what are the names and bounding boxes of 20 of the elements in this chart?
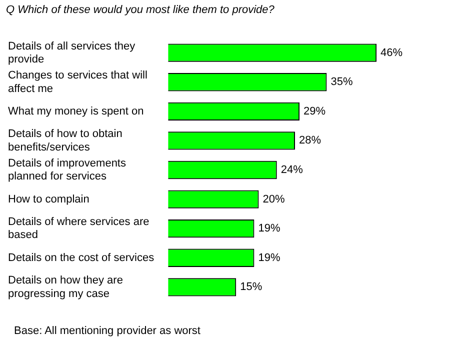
y-tick-label: Changes to services that will affect me xyxy=(8,70,148,95)
data-label: 35% xyxy=(330,76,353,88)
data-label: 19% xyxy=(258,252,280,264)
data-label: 20% xyxy=(262,193,285,206)
y-tick-label: Details of improvements planned for services xyxy=(8,157,126,183)
y-tick-label: Details on the cost of services xyxy=(8,252,155,264)
text: Base: All mentioning provider as worst xyxy=(14,325,200,337)
data-label: 46% xyxy=(380,46,403,59)
chart-title: Q Which of these would you most like them to provide? xyxy=(6,4,274,16)
y-tick-label: Details of all services they provide xyxy=(8,40,136,66)
data-label: 29% xyxy=(304,105,326,118)
data-label: 24% xyxy=(280,164,304,176)
data-label: 19% xyxy=(258,222,280,235)
data-label: 28% xyxy=(299,134,322,147)
y-tick-label: How to complain xyxy=(8,193,90,206)
y-tick-label: Details on how they are progressing my case xyxy=(8,274,123,300)
y-tick-label: What my money is spent on xyxy=(8,105,144,118)
y-tick-label: Details of how to obtain benefits/services xyxy=(8,128,122,154)
data-label: 15% xyxy=(240,281,262,294)
y-tick-label: Details of where services are based xyxy=(8,216,150,242)
